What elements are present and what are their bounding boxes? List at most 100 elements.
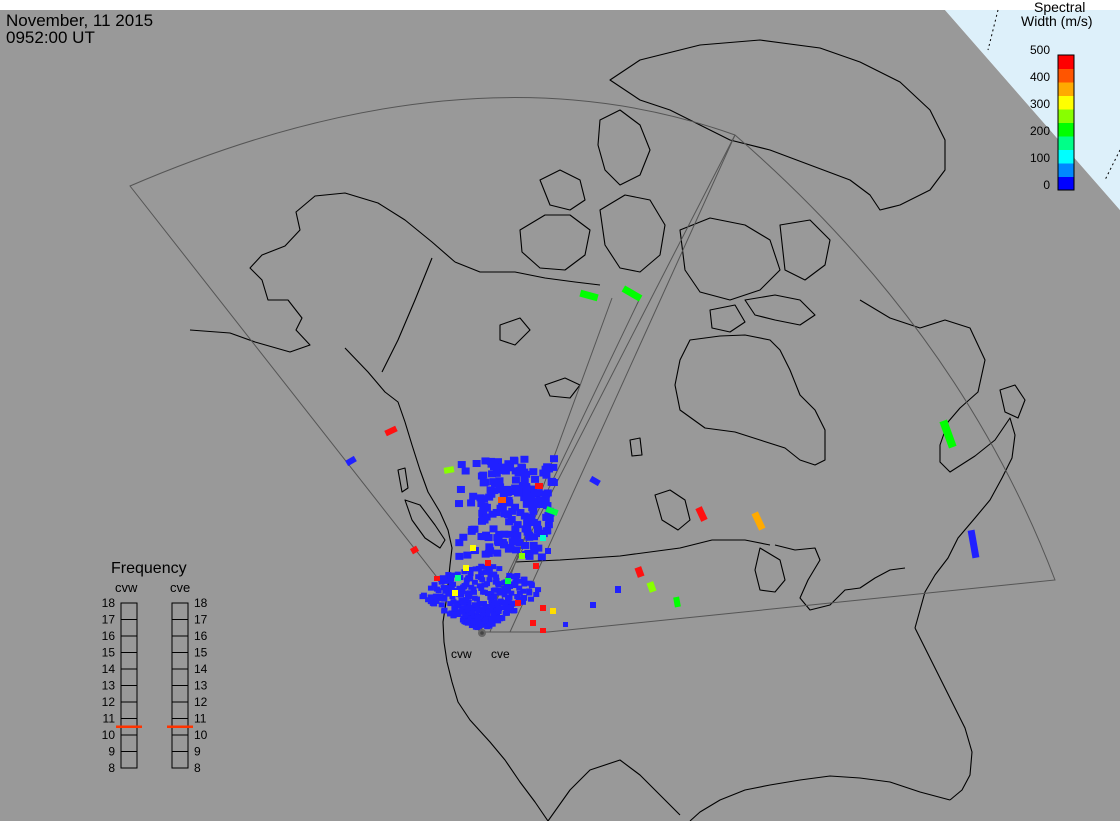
frequency-title: Frequency <box>111 560 187 577</box>
frequency-tick-label: 15 <box>102 646 116 660</box>
colorbar-tick: 400 <box>1029 70 1050 84</box>
echo-cell <box>452 606 459 612</box>
echo-cell <box>531 475 540 483</box>
echo-cell <box>528 485 537 493</box>
echo-cell <box>511 525 520 533</box>
echo-cell <box>488 470 497 478</box>
radar-sites <box>478 629 486 637</box>
frequency-tick-label: 18 <box>102 596 116 610</box>
echo-cell <box>479 610 486 616</box>
echo-cell <box>454 571 461 577</box>
echo-cell <box>473 596 480 602</box>
echo-cell <box>541 496 550 504</box>
echo-cell <box>521 525 530 533</box>
echo-cell <box>485 543 494 551</box>
frequency-tick-label: 14 <box>194 662 208 676</box>
echo-cell <box>485 591 492 597</box>
echo-cell <box>457 461 466 469</box>
map-area <box>0 10 1120 821</box>
echo-cell <box>590 602 596 608</box>
echo-cell <box>470 545 476 551</box>
echo-cell <box>529 468 538 476</box>
echo-cell <box>446 587 453 593</box>
echo-cell <box>482 603 489 609</box>
coastlines <box>189 39 1026 821</box>
echo-cell <box>487 594 494 600</box>
echo-cell <box>496 504 505 512</box>
echo-cell <box>454 612 461 618</box>
echo-cell <box>511 607 518 613</box>
echo-cell <box>466 567 473 573</box>
echo-cell <box>542 471 551 479</box>
echo-cell <box>508 590 515 596</box>
echo-cell <box>519 596 526 602</box>
echo-cell <box>503 610 510 616</box>
echo-cell <box>967 529 980 559</box>
echo-cell <box>481 457 490 465</box>
frequency-tick-label: 16 <box>102 629 116 643</box>
frequency-tick-label: 9 <box>108 745 115 759</box>
echo-cell <box>442 588 449 594</box>
echo-cell <box>500 510 509 518</box>
echo-cell <box>490 564 497 570</box>
echo-cell <box>472 566 479 572</box>
echo-cell <box>504 499 513 507</box>
echo-cell <box>455 539 464 547</box>
echo-cell <box>549 463 558 471</box>
echo-cell <box>497 598 504 604</box>
colorbar-segment <box>1058 176 1074 191</box>
echo-cell <box>500 530 509 538</box>
echo-cell <box>452 590 458 596</box>
echo-cell <box>463 613 470 619</box>
echo-cell <box>431 595 438 601</box>
echo-cell <box>419 594 426 600</box>
frequency-tick-label: 11 <box>194 712 207 726</box>
frequency-tick-label: 11 <box>103 712 116 726</box>
echo-cell <box>520 455 529 463</box>
echo-cell <box>520 478 529 486</box>
echo-cell <box>479 479 488 487</box>
echo-cell <box>521 541 530 549</box>
echo-cell <box>455 500 464 508</box>
echo-cell <box>521 581 528 587</box>
echo-cell <box>463 597 470 603</box>
meridian-lines <box>987 9 1120 181</box>
echo-cell <box>589 475 601 487</box>
echo-cell <box>528 596 535 602</box>
site-label-cve: cve <box>491 647 510 661</box>
echo-cell <box>486 457 495 465</box>
echo-cell <box>505 578 511 584</box>
echo-cell <box>485 560 491 566</box>
echo-cell <box>490 611 497 617</box>
echo-cell <box>445 591 452 597</box>
echo-cell <box>438 602 445 608</box>
frequency-tick-label: 10 <box>194 728 208 742</box>
echo-cell <box>533 526 542 534</box>
frequency-tick-label: 14 <box>102 662 116 676</box>
frequency-radar-label-cve: cve <box>170 580 191 595</box>
echo-cell <box>493 600 500 606</box>
echo-cell <box>475 619 482 625</box>
colorbar-tick: 500 <box>1029 43 1050 57</box>
echo-cell <box>479 600 486 606</box>
colorbar-tick: 100 <box>1029 151 1050 165</box>
colorbar-segment <box>1058 136 1074 150</box>
frequency-tick-label: 18 <box>194 596 208 610</box>
echo-cell <box>491 571 498 577</box>
echo-cell <box>485 493 494 501</box>
frequency-scale-cvw: 18 17 16 15 14 13 12 11 10 9 8 <box>102 596 142 775</box>
echo-cell <box>542 527 551 535</box>
echo-cell <box>463 604 470 610</box>
echo-cell <box>541 465 550 473</box>
echo-cell <box>463 565 469 571</box>
echo-cell <box>409 545 420 555</box>
colorbar-tick: 200 <box>1029 124 1050 138</box>
frequency-tick-label: 8 <box>194 761 201 775</box>
echo-cell <box>466 590 473 596</box>
echo-cell <box>486 486 495 494</box>
echo-cell <box>461 467 470 475</box>
echo-cell <box>487 572 494 578</box>
colorbar-segment <box>1058 95 1074 110</box>
echo-cell <box>513 532 522 540</box>
echo-cell <box>489 525 498 533</box>
